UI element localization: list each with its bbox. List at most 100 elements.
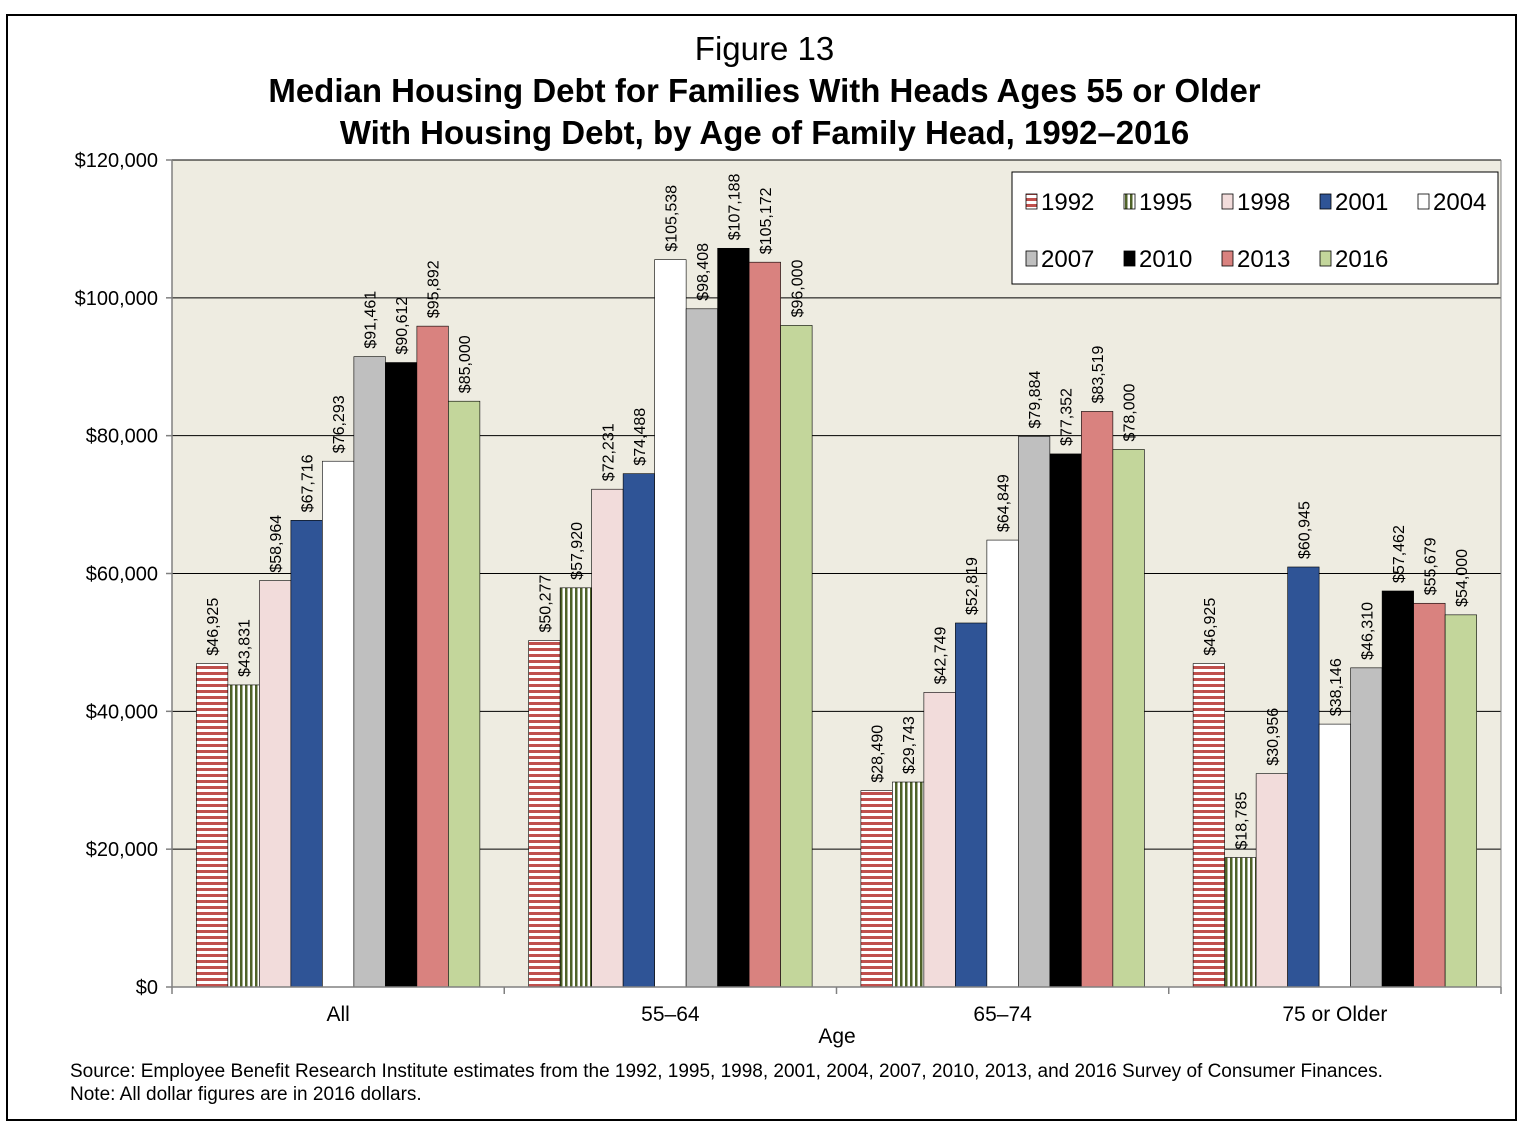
data-label: $96,000 bbox=[789, 259, 806, 317]
bar-2016 bbox=[1444, 614, 1477, 988]
bar-2004 bbox=[986, 539, 1019, 988]
legend-swatch-1995 bbox=[1123, 193, 1136, 210]
data-label: $79,884 bbox=[1027, 371, 1044, 429]
legend-label-2013: 2013 bbox=[1237, 246, 1290, 273]
bar-1998 bbox=[591, 488, 624, 988]
chart-title-line-1: Median Housing Debt for Families With He… bbox=[268, 72, 1261, 109]
data-label: $50,277 bbox=[537, 575, 554, 633]
data-label: $60,945 bbox=[1296, 501, 1313, 559]
data-label: $77,352 bbox=[1059, 388, 1076, 446]
data-label: $107,188 bbox=[726, 173, 743, 240]
bar-1992 bbox=[860, 790, 893, 988]
bar-2016 bbox=[448, 400, 481, 988]
bar-2010 bbox=[1381, 590, 1414, 988]
data-label: $38,146 bbox=[1328, 658, 1345, 716]
bar-2013 bbox=[748, 261, 781, 988]
data-label: $58,964 bbox=[268, 515, 285, 573]
legend-label-2007: 2007 bbox=[1041, 246, 1094, 273]
bar-2016 bbox=[780, 325, 813, 988]
x-tick-label: 55–64 bbox=[641, 1003, 700, 1026]
data-label: $98,408 bbox=[695, 243, 712, 301]
x-tick-label: All bbox=[326, 1003, 349, 1026]
legend-box bbox=[1011, 171, 1499, 285]
y-tick-label: $80,000 bbox=[86, 426, 158, 448]
bar-2004 bbox=[322, 460, 355, 988]
dollar-note: Note: All dollar figures are in 2016 dol… bbox=[70, 1084, 422, 1105]
data-label: $105,172 bbox=[758, 187, 775, 254]
x-axis-title: Age bbox=[818, 1025, 855, 1048]
bar-1998 bbox=[923, 692, 956, 988]
data-label: $46,310 bbox=[1359, 602, 1376, 660]
data-label: $95,892 bbox=[426, 260, 443, 318]
bar-2013 bbox=[1413, 602, 1446, 988]
bar-1998 bbox=[259, 580, 292, 988]
legend-label-2001: 2001 bbox=[1335, 189, 1388, 216]
figure-label: Figure 13 bbox=[694, 30, 835, 67]
data-label: $76,293 bbox=[331, 395, 348, 453]
bar-1992 bbox=[1192, 663, 1225, 988]
bar-2007 bbox=[1350, 667, 1383, 988]
bar-2010 bbox=[1049, 453, 1082, 988]
y-tick-label: $120,000 bbox=[75, 150, 158, 172]
y-tick-label: $40,000 bbox=[86, 701, 158, 723]
data-label: $46,925 bbox=[1202, 598, 1219, 656]
legend-label-1992: 1992 bbox=[1041, 189, 1094, 216]
legend-swatch-1992 bbox=[1025, 193, 1038, 210]
data-label: $90,612 bbox=[394, 297, 411, 355]
bar-1995 bbox=[1224, 857, 1257, 988]
data-label: $74,488 bbox=[632, 408, 649, 466]
bar-1995 bbox=[892, 781, 925, 988]
legend-swatch-2004 bbox=[1417, 193, 1430, 210]
legend: 1992 1995 1998 2001 2004 2007 2010 2013 2016 bbox=[1011, 171, 1499, 285]
y-tick-label: $0 bbox=[136, 977, 158, 999]
data-label: $42,749 bbox=[933, 626, 950, 684]
data-label: $29,743 bbox=[901, 716, 918, 774]
data-label: $78,000 bbox=[1122, 384, 1139, 442]
data-label: $64,849 bbox=[996, 474, 1013, 532]
bar-1992 bbox=[196, 663, 229, 988]
bar-2001 bbox=[290, 520, 323, 988]
chart-title-line-2: With Housing Debt, by Age of Family Head… bbox=[339, 114, 1190, 151]
bar-1998 bbox=[1255, 773, 1288, 988]
y-tick-label: $100,000 bbox=[75, 288, 158, 310]
data-label: $57,462 bbox=[1391, 525, 1408, 583]
bar-2010 bbox=[717, 247, 750, 988]
legend-swatch-2013 bbox=[1221, 250, 1234, 267]
bars bbox=[196, 247, 1477, 988]
x-tick-label: 75 or Older bbox=[1282, 1003, 1387, 1026]
data-label: $52,819 bbox=[964, 557, 981, 615]
data-label: $30,956 bbox=[1265, 708, 1282, 766]
bar-2004 bbox=[654, 259, 687, 988]
legend-label-2004: 2004 bbox=[1433, 189, 1486, 216]
bar-2001 bbox=[955, 622, 988, 988]
y-tick-label: $60,000 bbox=[86, 564, 158, 586]
y-tick-label: $20,000 bbox=[86, 839, 158, 861]
bar-2007 bbox=[685, 308, 718, 988]
data-label: $85,000 bbox=[457, 335, 474, 393]
legend-label-2010: 2010 bbox=[1139, 246, 1192, 273]
data-label: $91,461 bbox=[363, 291, 380, 349]
bar-1992 bbox=[528, 640, 561, 988]
axes: $0 $20,000 $40,000 $60,000 $80,000 $100,000 $1… bbox=[75, 150, 1502, 1026]
data-label: $67,716 bbox=[300, 454, 317, 512]
legend-swatch-2010 bbox=[1123, 250, 1136, 267]
data-labels: $46,925 $43,831 $58,964 $67,716 $76,293 $91,4… bbox=[205, 173, 1471, 849]
bar-2007 bbox=[353, 356, 386, 988]
data-label: $55,679 bbox=[1422, 537, 1439, 595]
bar-2016 bbox=[1112, 449, 1145, 988]
legend-label-1995: 1995 bbox=[1139, 189, 1192, 216]
bar-1995 bbox=[559, 587, 592, 988]
source-note: Source: Employee Benefit Research Instit… bbox=[70, 1061, 1383, 1082]
bar-2001 bbox=[1287, 566, 1320, 988]
data-label: $46,925 bbox=[205, 598, 222, 656]
data-label: $83,519 bbox=[1090, 345, 1107, 403]
data-label: $72,231 bbox=[600, 423, 617, 481]
bar-2004 bbox=[1318, 723, 1351, 988]
bar-2007 bbox=[1018, 436, 1051, 988]
data-label: $43,831 bbox=[237, 619, 254, 677]
bar-2013 bbox=[416, 325, 449, 988]
data-label: $57,920 bbox=[569, 522, 586, 580]
data-label: $28,490 bbox=[870, 725, 887, 783]
bar-2010 bbox=[385, 362, 418, 988]
legend-label-1998: 1998 bbox=[1237, 189, 1290, 216]
